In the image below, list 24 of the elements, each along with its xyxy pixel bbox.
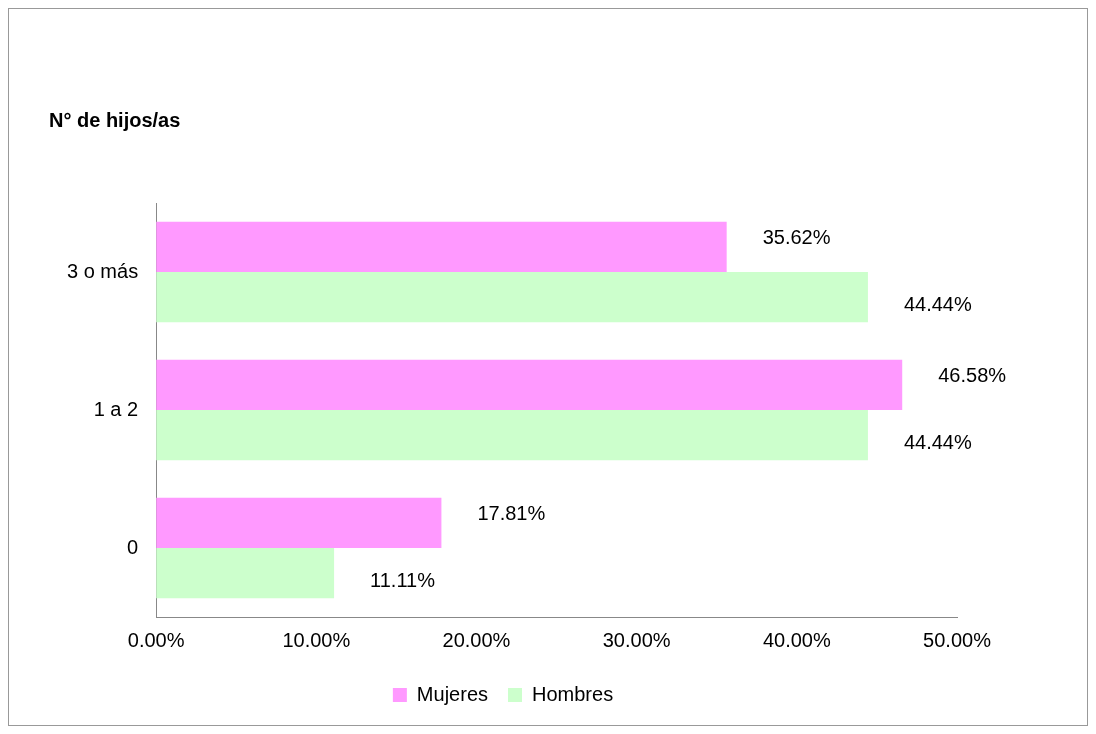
bar [156,548,335,599]
data-label: 44.44% [903,430,972,453]
data-label: 46.58% [938,364,1007,387]
y-tick-label: 1 a 2 [93,397,139,420]
y-tick-label: 3 o más [66,259,139,282]
x-tick-label: 0.00% [127,628,185,651]
y-tick-label: 0 [127,535,139,558]
data-label: 11.11% [370,568,436,591]
bar [156,221,727,272]
x-tick-label: 30.00% [602,628,671,651]
legend-label: Hombres [532,682,614,705]
x-tick-label: 40.00% [762,628,831,651]
x-tick-label: 20.00% [442,628,511,651]
x-tick-label: 10.00% [282,628,351,651]
legend-label: Mujeres [416,682,489,705]
data-label: 44.44% [903,292,972,315]
data-label: 35.62% [762,226,831,249]
y-axis-title: N° de hijos/as [49,108,181,131]
bar [156,359,903,410]
bar [156,497,442,548]
x-tick-label: 50.00% [923,628,992,651]
bar [156,410,868,461]
data-label: 17.81% [477,502,546,525]
bar [156,272,868,323]
